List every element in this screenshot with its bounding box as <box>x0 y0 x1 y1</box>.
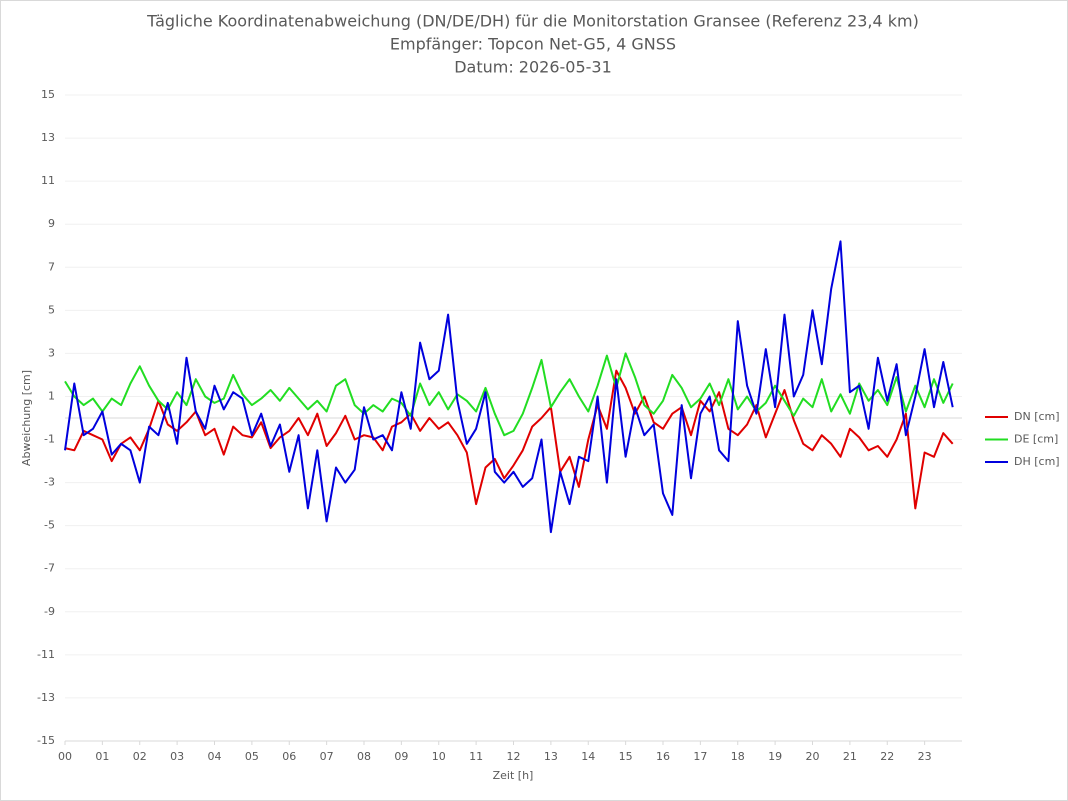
x-tick-label: 02 <box>133 750 147 763</box>
x-axis-title: Zeit [h] <box>493 769 534 782</box>
x-tick-label: 04 <box>208 750 222 763</box>
x-tick-label: 21 <box>843 750 857 763</box>
y-axis-title: Abweichung [cm] <box>20 370 33 466</box>
x-tick-label: 13 <box>544 750 558 763</box>
series-line <box>64 240 954 534</box>
x-tick-label: 00 <box>58 750 72 763</box>
x-tick-label: 06 <box>282 750 296 763</box>
x-tick-label: 16 <box>656 750 670 763</box>
x-tick-label: 05 <box>245 750 259 763</box>
y-tick-label: -5 <box>44 519 55 532</box>
series-line <box>64 369 954 510</box>
chart-subtitle: Empfänger: Topcon Net-G5, 4 GNSS <box>390 35 676 54</box>
x-tick-label: 03 <box>170 750 184 763</box>
series-line <box>64 352 954 437</box>
x-tick-label: 20 <box>806 750 820 763</box>
y-tick-label: -15 <box>37 734 55 747</box>
x-tick-label: 07 <box>320 750 334 763</box>
x-tick-label: 22 <box>880 750 894 763</box>
x-tick-label: 18 <box>731 750 745 763</box>
y-tick-label: 11 <box>41 174 55 187</box>
y-tick-label: -13 <box>37 691 55 704</box>
x-tick-label: 12 <box>507 750 521 763</box>
y-tick-label: 1 <box>48 389 55 402</box>
y-tick-label: 13 <box>41 131 55 144</box>
x-tick-label: 11 <box>469 750 483 763</box>
x-tick-label: 10 <box>432 750 446 763</box>
x-tick-label: 19 <box>768 750 782 763</box>
x-tick-label: 17 <box>693 750 707 763</box>
x-tick-label: 01 <box>95 750 109 763</box>
x-tick-label: 08 <box>357 750 371 763</box>
y-tick-label: 7 <box>48 260 55 273</box>
y-tick-label: -7 <box>44 562 55 575</box>
x-tick-label: 15 <box>619 750 633 763</box>
chart-date: Datum: 2026-05-31 <box>454 58 612 77</box>
y-tick-label: -3 <box>44 476 55 489</box>
y-tick-label: -9 <box>44 605 55 618</box>
chart-title: Tägliche Koordinatenabweichung (DN/DE/DH… <box>146 12 919 31</box>
y-tick-label: 15 <box>41 88 55 101</box>
legend-label: DH [cm] <box>1014 455 1060 468</box>
x-tick-label: 14 <box>581 750 595 763</box>
y-tick-label: 5 <box>48 303 55 316</box>
y-tick-label: -11 <box>37 648 55 661</box>
y-tick-label: -1 <box>44 433 55 446</box>
y-tick-label: 9 <box>48 217 55 230</box>
legend-label: DE [cm] <box>1014 433 1058 446</box>
x-tick-label: 09 <box>394 750 408 763</box>
y-tick-label: 3 <box>48 346 55 359</box>
x-tick-label: 23 <box>918 750 932 763</box>
legend-label: DN [cm] <box>1014 410 1060 423</box>
